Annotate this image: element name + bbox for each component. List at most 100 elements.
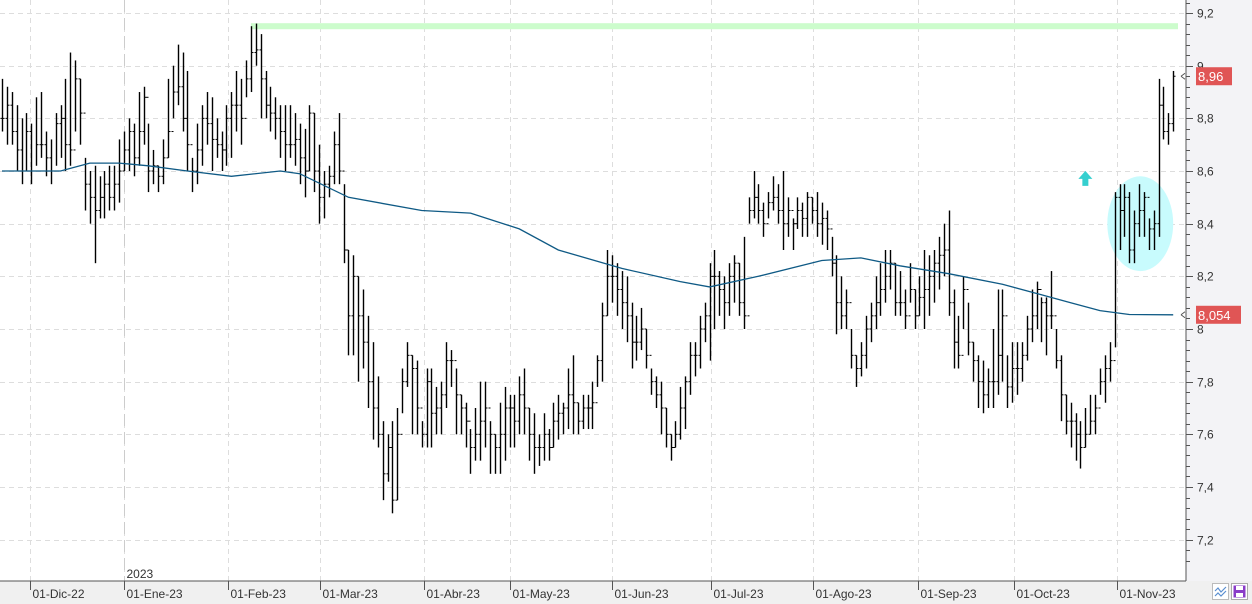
ohlc-bar	[664, 407, 669, 448]
ohlc-bar	[278, 105, 283, 158]
ohlc-bar	[561, 402, 566, 435]
ohlc-bar	[986, 368, 991, 408]
ohlc-bar	[864, 315, 869, 369]
ohlc-bar	[537, 434, 542, 466]
ohlc-bar	[1157, 78, 1162, 237]
ohlc-bar	[1010, 342, 1015, 403]
ohlc-bar	[59, 105, 64, 158]
ohlc-bar	[576, 402, 581, 435]
ohlc-bar	[1142, 192, 1147, 237]
ohlc-bar	[903, 289, 908, 329]
ohlc-bar	[371, 342, 376, 440]
ohlc-bar	[185, 70, 190, 172]
ohlc-bar	[791, 210, 796, 251]
ohlc-bar	[717, 271, 722, 316]
ohlc-bar	[1044, 297, 1049, 356]
ohlc-bar	[600, 302, 605, 382]
ohlc-bar	[317, 144, 322, 224]
x-tick-label: 01-Sep-23	[921, 587, 977, 601]
ohlc-bar	[181, 52, 186, 132]
save-button[interactable]	[1231, 583, 1248, 600]
ohlc-bar	[683, 376, 688, 430]
ohlc-bar	[327, 165, 332, 198]
x-tick-label: 01-Abr-23	[427, 587, 481, 601]
ohlc-bar	[0, 78, 5, 132]
y-axis: 7,2 7,4 7,6 7,8 8 8,2 8,4 8,6 8,8 9 9,2	[1186, 3, 1214, 562]
ohlc-bar	[464, 402, 469, 448]
ohlc-bar	[620, 271, 625, 329]
ohlc-bar	[815, 192, 820, 237]
ohlc-bar	[93, 165, 98, 264]
annotations-front	[1078, 170, 1093, 186]
ohlc-bar	[976, 355, 981, 408]
ohlc-bar	[761, 202, 766, 237]
ohlc-bar	[488, 407, 493, 474]
ohlc-bar	[288, 105, 293, 158]
ohlc-bar	[444, 342, 449, 408]
ohlc-bar	[132, 123, 137, 177]
ohlc-bar	[981, 360, 986, 414]
ohlc-bar	[112, 165, 117, 211]
ohlc-bar	[337, 113, 342, 185]
y-tick-label: 8	[1197, 323, 1204, 337]
ohlc-bar	[137, 92, 142, 166]
ohlc-bar	[688, 342, 693, 395]
ohlc-bar	[820, 202, 825, 245]
y-tick-label: 8,4	[1197, 218, 1214, 232]
ohlc-bar	[434, 386, 439, 435]
x-tick-label: 01-Dic-22	[33, 587, 85, 601]
ohlc-bar	[590, 381, 595, 430]
ohlc-bar	[1103, 355, 1108, 403]
ohlc-bar	[24, 113, 29, 172]
ohlc-bar	[459, 394, 464, 435]
pointer-icon	[1180, 311, 1186, 319]
ohlc-bar	[566, 368, 571, 430]
y-tick-label: 7,2	[1197, 534, 1214, 548]
annotations-back	[250, 23, 1178, 272]
ohlc-bar	[351, 255, 356, 356]
ohlc-bar	[869, 302, 874, 343]
price-labels: 8,96 8,054	[1180, 67, 1241, 324]
ohlc-bar	[878, 263, 883, 316]
x-axis-panel	[0, 581, 1252, 604]
ohlc-bar	[425, 368, 430, 448]
ohlc-bar	[956, 315, 961, 369]
ohlc-bar	[127, 118, 132, 172]
indicator-toggle-button[interactable]	[1212, 583, 1229, 600]
year-label: 2023	[127, 567, 154, 581]
ohlc-bar	[844, 289, 849, 329]
ohlc-bar	[259, 34, 264, 119]
ohlc-bar	[932, 250, 937, 303]
ohlc-bar	[669, 433, 674, 461]
ohlc-bar	[483, 381, 488, 448]
ohlc-bar	[542, 413, 547, 461]
x-tick-label: 01-Mar-23	[323, 587, 379, 601]
ohlc-bar	[493, 433, 498, 474]
ohlc-bar	[190, 144, 195, 193]
ohlc-bar	[547, 429, 552, 461]
ma-value-label: 8,054	[1198, 308, 1231, 323]
ohlc-bar	[220, 131, 225, 172]
ohlc-bar	[1127, 192, 1132, 264]
y-tick-label: 9	[1197, 60, 1204, 74]
ohlc-bar	[234, 70, 239, 132]
ohlc-bar	[937, 236, 942, 290]
ohlc-bar	[1083, 407, 1088, 448]
ohlc-bar	[73, 60, 78, 151]
ohlc-bar	[268, 86, 273, 132]
x-tick-label: 01-Ago-23	[816, 587, 872, 601]
y-tick-label: 8,2	[1197, 270, 1214, 284]
ohlc-bar	[386, 434, 391, 482]
ohlc-bar	[346, 249, 351, 356]
ohlc-bar	[166, 78, 171, 159]
ohlc-bar	[766, 192, 771, 225]
ohlc-bar	[54, 113, 59, 172]
ohlc-bar	[586, 394, 591, 430]
ohlc-bar	[439, 381, 444, 435]
ohlc-bar	[859, 342, 864, 377]
ohlc-bar	[971, 341, 976, 382]
resistance-line	[250, 23, 1178, 30]
pointer-icon	[1180, 72, 1186, 80]
ohlc-bar	[781, 171, 786, 251]
